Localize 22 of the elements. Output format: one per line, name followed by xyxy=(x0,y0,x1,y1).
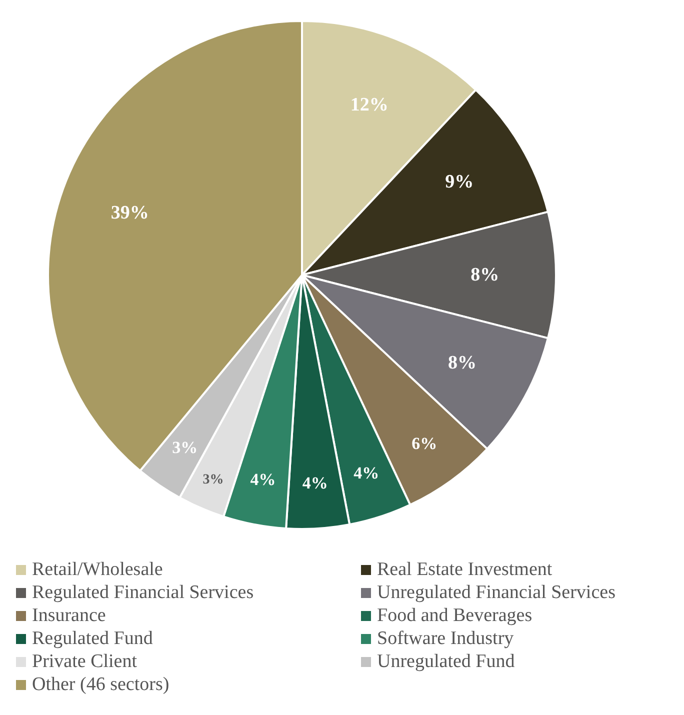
legend-label: Food and Beverages xyxy=(377,604,532,627)
legend-label: Other (46 sectors) xyxy=(32,673,170,696)
data-label: 8% xyxy=(448,352,477,374)
legend-label: Insurance xyxy=(32,604,106,627)
legend-label: Software Industry xyxy=(377,627,514,650)
data-label: 4% xyxy=(302,473,328,492)
data-label: 39% xyxy=(110,202,149,224)
legend-label: Real Estate Investment xyxy=(377,558,552,581)
legend-label: Unregulated Fund xyxy=(377,650,515,673)
data-label: 6% xyxy=(412,434,438,453)
data-label: 3% xyxy=(172,438,198,457)
data-label: 8% xyxy=(470,264,500,286)
legend-label: Regulated Financial Services xyxy=(32,581,254,604)
data-label: 9% xyxy=(445,171,474,192)
data-label: 4% xyxy=(354,464,380,483)
legend-label: Unregulated Financial Services xyxy=(377,581,616,604)
data-label: 12% xyxy=(350,94,388,116)
data-label: 4% xyxy=(250,470,276,490)
legend-label: Private Client xyxy=(32,650,138,673)
legend-label: Retail/Wholesale xyxy=(32,558,163,581)
legend-label: Regulated Fund xyxy=(32,627,153,650)
data-label: 3% xyxy=(202,472,224,488)
